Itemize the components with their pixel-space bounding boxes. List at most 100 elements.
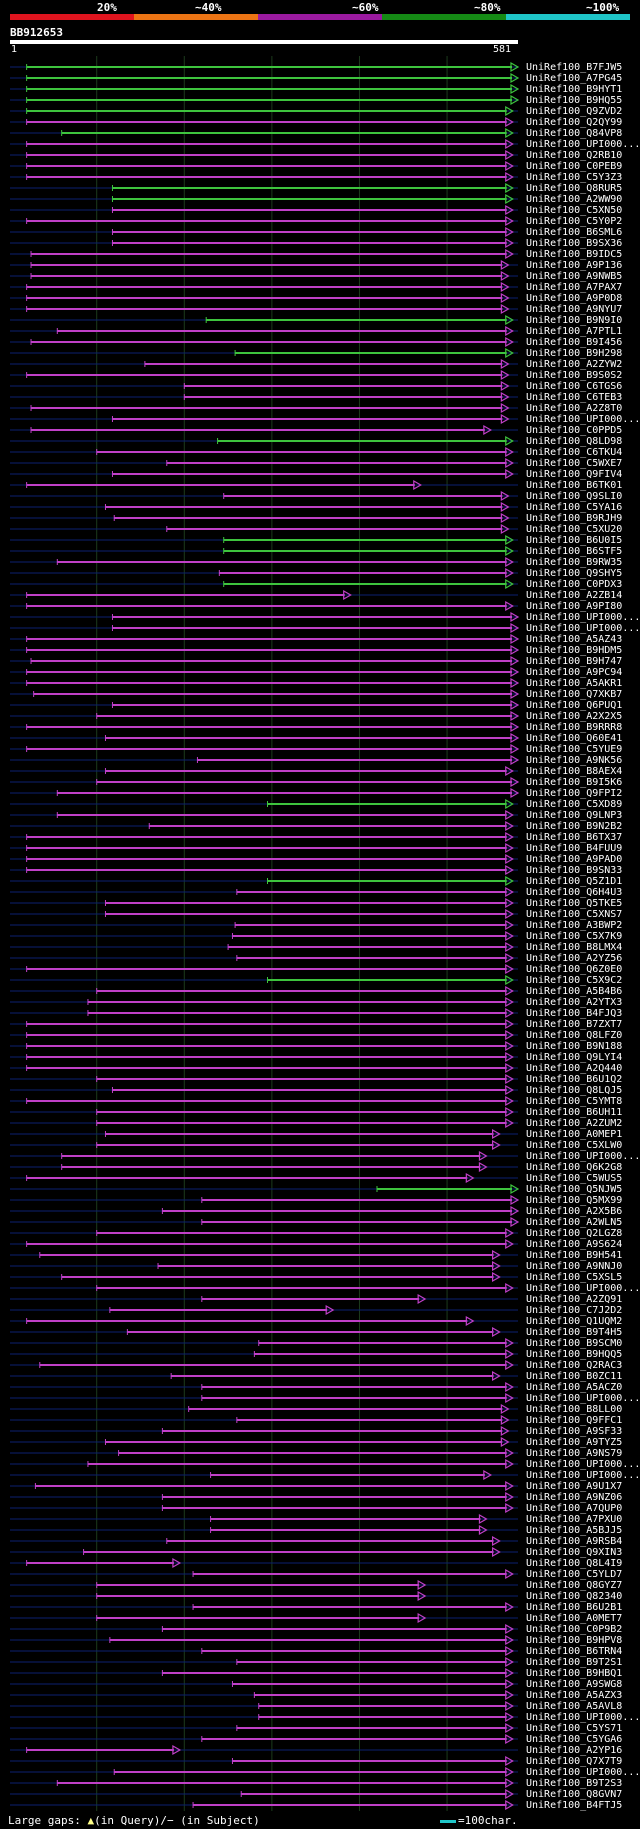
hit-label[interactable]: UniRef100_A9NK56 [526,755,623,766]
hit-label[interactable]: UniRef100_Q84VP8 [526,128,623,139]
hit-label[interactable]: UniRef100_C5XU20 [526,524,623,535]
hit-label[interactable]: UniRef100_UPI000... [526,414,640,425]
hit-label[interactable]: UniRef100_C5YA16 [526,502,623,513]
hit-label[interactable]: UniRef100_C5Y0P2 [526,216,623,227]
hit-label[interactable]: UniRef100_A5AVL8 [526,1701,623,1712]
hit-label[interactable]: UniRef100_B9HQQ5 [526,1349,623,1360]
hit-label[interactable]: UniRef100_A2WLN5 [526,1217,623,1228]
hit-label[interactable]: UniRef100_Q8LQJ5 [526,1085,623,1096]
hit-label[interactable]: UniRef100_B9SCM0 [526,1338,623,1349]
hit-label[interactable]: UniRef100_Q9FPI2 [526,788,623,799]
hit-label[interactable]: UniRef100_C5WXE7 [526,458,623,469]
hit-label[interactable]: UniRef100_Q9FIV4 [526,469,623,480]
hit-label[interactable]: UniRef100_C0PPD5 [526,425,623,436]
hit-label[interactable]: UniRef100_A2ZB14 [526,590,623,601]
hit-label[interactable]: UniRef100_Q9LNP3 [526,810,623,821]
hit-label[interactable]: UniRef100_A2ZQ91 [526,1294,623,1305]
hit-label[interactable]: UniRef100_B9RW35 [526,557,623,568]
hit-label[interactable]: UniRef100_C6TGS6 [526,381,623,392]
hit-label[interactable]: UniRef100_B9N2B2 [526,821,623,832]
hit-label[interactable]: UniRef100_A2X2X5 [526,711,623,722]
hit-label[interactable]: UniRef100_A5B4B6 [526,986,623,997]
hit-label[interactable]: UniRef100_B7FJW5 [526,62,623,73]
hit-label[interactable]: UniRef100_C5YUE9 [526,744,623,755]
hit-label[interactable]: UniRef100_B9H541 [526,1250,623,1261]
hit-label[interactable]: UniRef100_Q5MX99 [526,1195,623,1206]
hit-label[interactable]: UniRef100_A5BJJ5 [526,1525,623,1536]
hit-label[interactable]: UniRef100_C5XN50 [526,205,623,216]
hit-label[interactable]: UniRef100_C5XLW0 [526,1140,623,1151]
hit-label[interactable]: UniRef100_B9I456 [526,337,623,348]
hit-label[interactable]: UniRef100_Q8LD98 [526,436,623,447]
hit-label[interactable]: UniRef100_UPI000... [526,612,640,623]
hit-label[interactable]: UniRef100_UPI000... [526,1470,640,1481]
hit-label[interactable]: UniRef100_Q9LYI4 [526,1052,623,1063]
hit-label[interactable]: UniRef100_A9SF33 [526,1426,623,1437]
hit-label[interactable]: UniRef100_B9HYT1 [526,84,623,95]
hit-label[interactable]: UniRef100_Q9ZVD2 [526,106,623,117]
hit-label[interactable]: UniRef100_A9P136 [526,260,623,271]
hit-label[interactable]: UniRef100_A7PAX7 [526,282,623,293]
hit-label[interactable]: UniRef100_C7J2D2 [526,1305,623,1316]
hit-label[interactable]: UniRef100_A5AKR1 [526,678,623,689]
hit-label[interactable]: UniRef100_C0PEB9 [526,161,623,172]
hit-label[interactable]: UniRef100_Q9SHY5 [526,568,623,579]
hit-label[interactable]: UniRef100_Q60E41 [526,733,623,744]
hit-label[interactable]: UniRef100_B8LL00 [526,1404,623,1415]
hit-label[interactable]: UniRef100_Q7X7T9 [526,1756,623,1767]
hit-label[interactable]: UniRef100_B9HBQ1 [526,1668,623,1679]
hit-label[interactable]: UniRef100_Q7XKB7 [526,689,623,700]
hit-label[interactable]: UniRef100_B9SN33 [526,865,623,876]
hit-label[interactable]: UniRef100_B6TRN4 [526,1646,623,1657]
hit-label[interactable]: UniRef100_UPI000... [526,1712,640,1723]
hit-label[interactable]: UniRef100_B9SX36 [526,238,623,249]
hit-label[interactable]: UniRef100_B9T4H5 [526,1327,623,1338]
hit-label[interactable]: UniRef100_Q6K2G8 [526,1162,623,1173]
hit-label[interactable]: UniRef100_A2WW90 [526,194,623,205]
hit-label[interactable]: UniRef100_UPI000... [526,1283,640,1294]
hit-label[interactable]: UniRef100_A7QUP0 [526,1503,623,1514]
hit-label[interactable]: UniRef100_Q5TKE5 [526,898,623,909]
hit-label[interactable]: UniRef100_Q8GVN7 [526,1789,623,1800]
hit-label[interactable]: UniRef100_A5AZ43 [526,634,623,645]
hit-label[interactable]: UniRef100_C5YS71 [526,1723,623,1734]
hit-label[interactable]: UniRef100_C5YGA6 [526,1734,623,1745]
hit-label[interactable]: UniRef100_A9RSB4 [526,1536,623,1547]
hit-label[interactable]: UniRef100_A9NS79 [526,1448,623,1459]
hit-label[interactable]: UniRef100_B6U2B1 [526,1602,623,1613]
hit-label[interactable]: UniRef100_Q5Z1D1 [526,876,623,887]
hit-label[interactable]: UniRef100_A2X5B6 [526,1206,623,1217]
hit-label[interactable]: UniRef100_C5Y3Z3 [526,172,623,183]
hit-label[interactable]: UniRef100_A5AZX3 [526,1690,623,1701]
hit-label[interactable]: UniRef100_A9S624 [526,1239,623,1250]
hit-label[interactable]: UniRef100_B6U0I5 [526,535,623,546]
hit-label[interactable]: UniRef100_UPI000... [526,1767,640,1778]
hit-label[interactable]: UniRef100_B6U1Q2 [526,1074,623,1085]
hit-label[interactable]: UniRef100_C0PDX3 [526,579,623,590]
hit-label[interactable]: UniRef100_C5X7K9 [526,931,623,942]
hit-label[interactable]: UniRef100_Q6H4U3 [526,887,623,898]
hit-label[interactable]: UniRef100_B9H747 [526,656,623,667]
hit-label[interactable]: UniRef100_A9NZ06 [526,1492,623,1503]
hit-label[interactable]: UniRef100_B9T2S1 [526,1657,623,1668]
hit-label[interactable]: UniRef100_Q82340 [526,1591,623,1602]
hit-label[interactable]: UniRef100_Q2RAC3 [526,1360,623,1371]
hit-label[interactable]: UniRef100_C5XD89 [526,799,623,810]
hit-label[interactable]: UniRef100_B6STF5 [526,546,623,557]
hit-label[interactable]: UniRef100_B9HDM5 [526,645,623,656]
hit-label[interactable]: UniRef100_A9PC94 [526,667,623,678]
hit-label[interactable]: UniRef100_C5XNS7 [526,909,623,920]
hit-label[interactable]: UniRef100_B9HPV8 [526,1635,623,1646]
hit-label[interactable]: UniRef100_B9RJH9 [526,513,623,524]
hit-label[interactable]: UniRef100_B9T2S3 [526,1778,623,1789]
hit-label[interactable]: UniRef100_C5WUS5 [526,1173,623,1184]
hit-label[interactable]: UniRef100_C5YMT8 [526,1096,623,1107]
hit-label[interactable]: UniRef100_B9N9I0 [526,315,623,326]
hit-label[interactable]: UniRef100_B9H298 [526,348,623,359]
hit-label[interactable]: UniRef100_A9PAD0 [526,854,623,865]
hit-label[interactable]: UniRef100_C5X9C2 [526,975,623,986]
hit-label[interactable]: UniRef100_A9SWG8 [526,1679,623,1690]
hit-label[interactable]: UniRef100_UPI000... [526,1393,640,1404]
hit-label[interactable]: UniRef100_C6TEB3 [526,392,623,403]
hit-label[interactable]: UniRef100_A9PI80 [526,601,623,612]
